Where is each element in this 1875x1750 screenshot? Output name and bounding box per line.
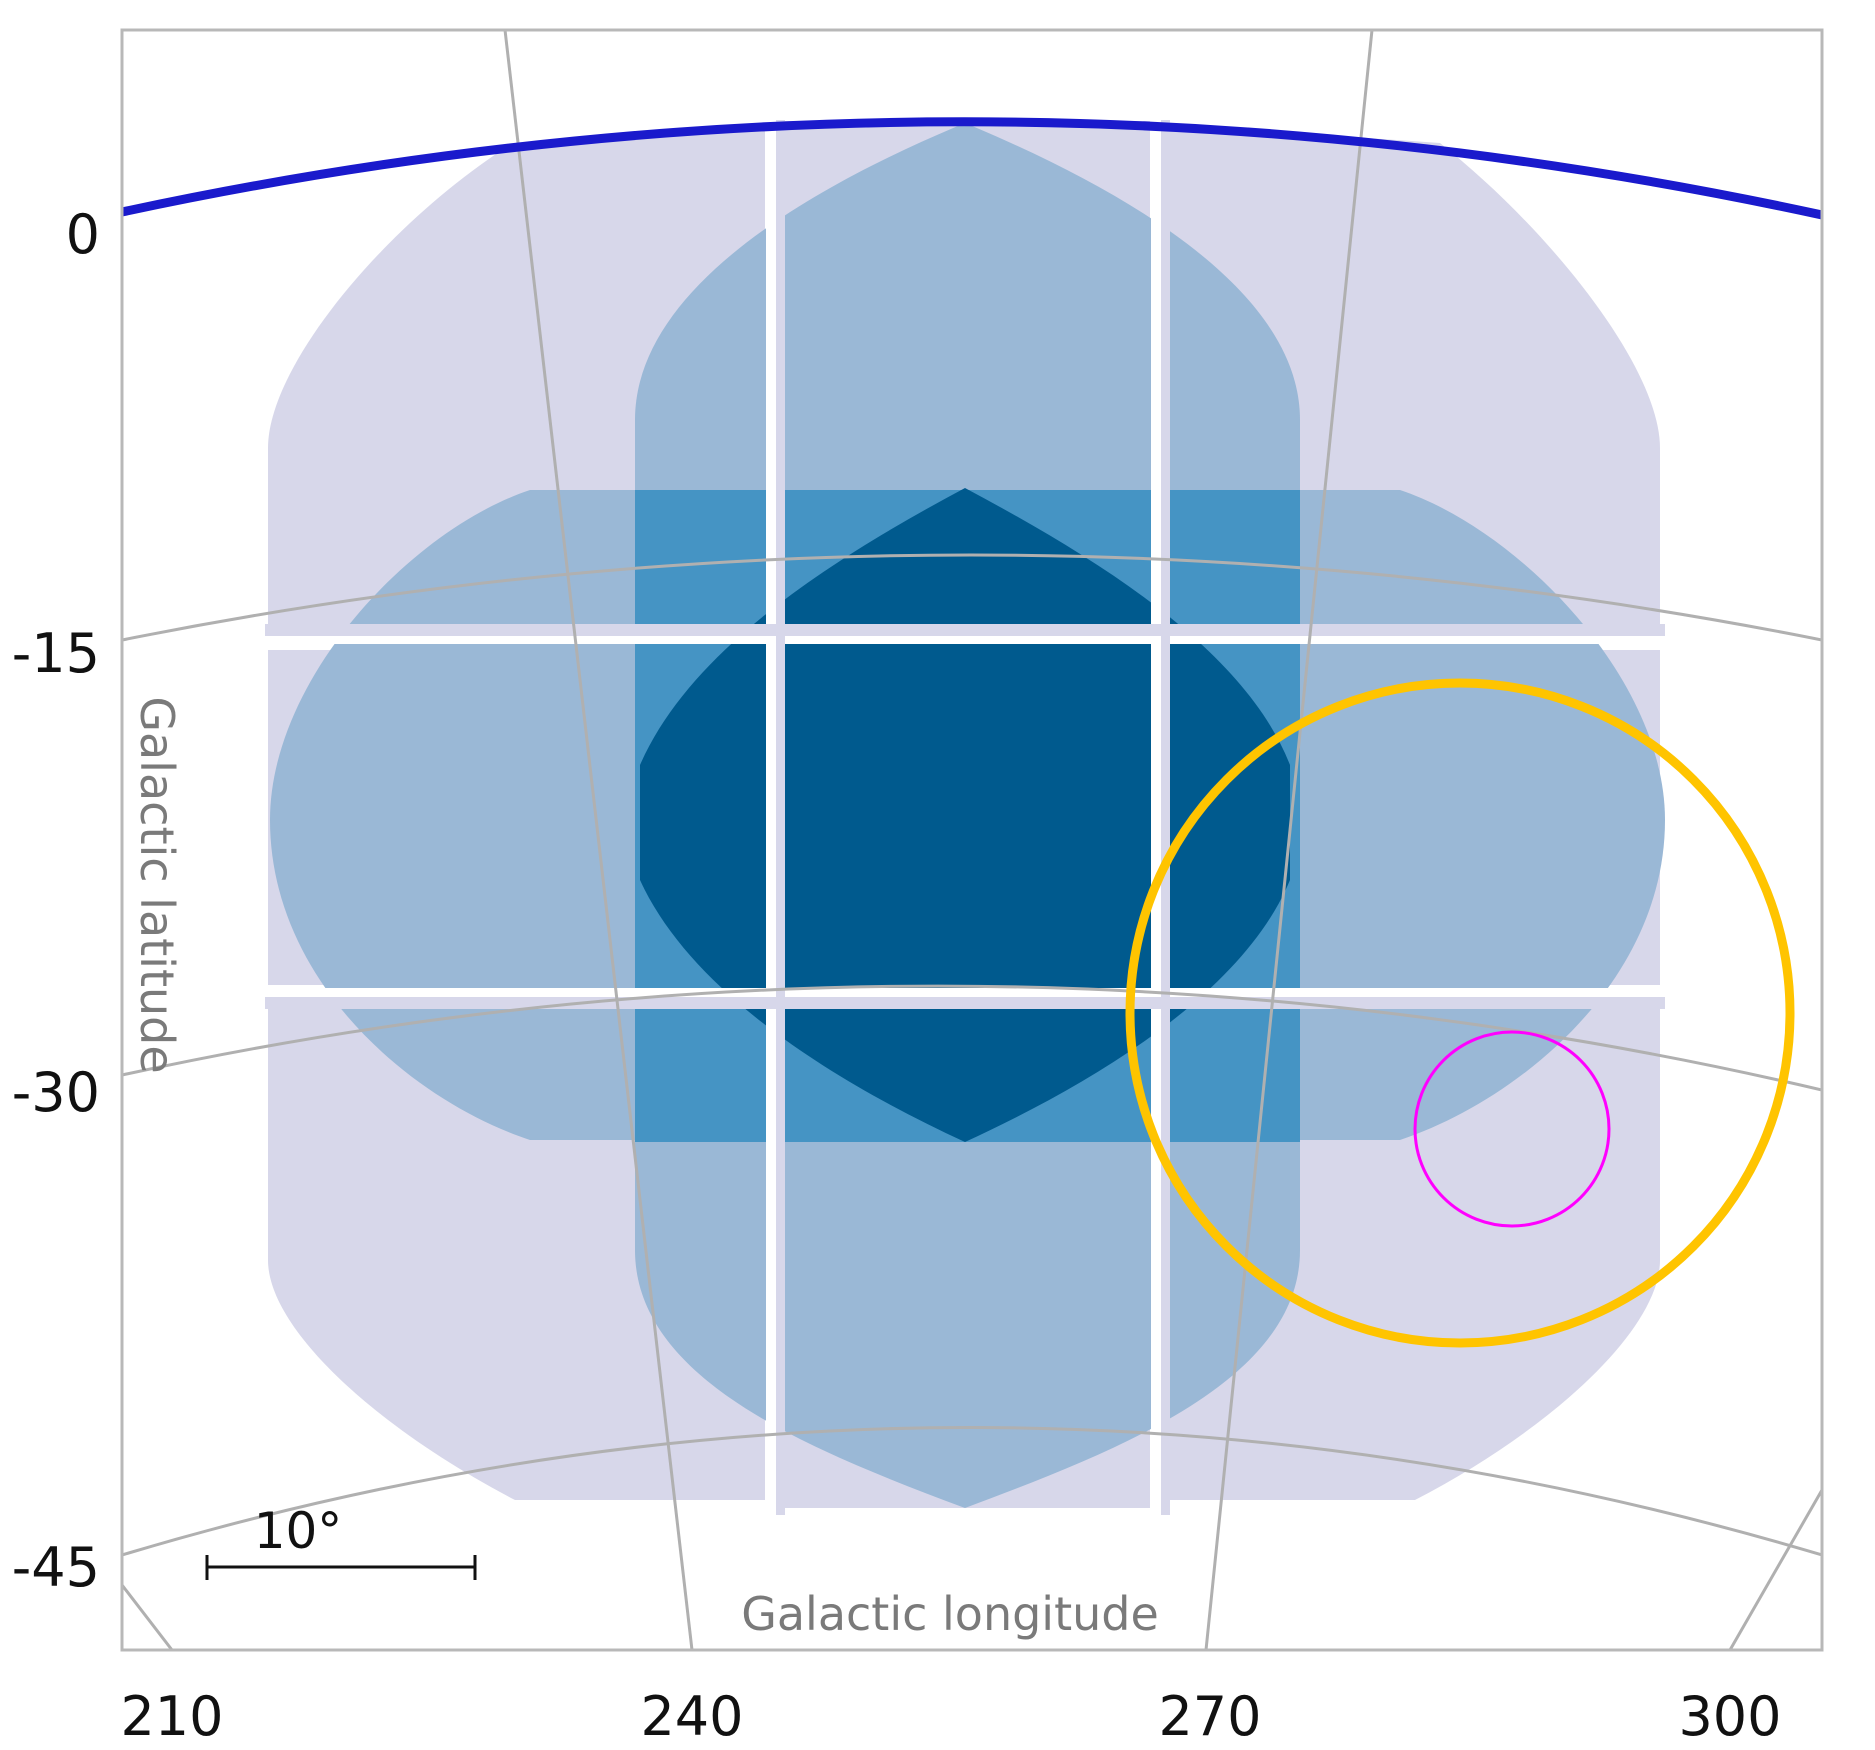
tile-gaps xyxy=(265,120,1665,1515)
x-tick-labels: 210 240 270 300 xyxy=(120,1685,1781,1748)
y-tick-label: -15 xyxy=(12,622,100,685)
tile-gap-horizontal-lower xyxy=(265,988,1665,997)
scale-bar-label: 10° xyxy=(254,1502,343,1560)
x-tick-label: 240 xyxy=(640,1685,743,1748)
small-region-circle xyxy=(1413,1030,1611,1228)
scale-bar xyxy=(205,1555,477,1580)
plot-frame xyxy=(120,28,1824,1652)
tile-gap-vertical-left xyxy=(766,120,777,1515)
x-tick-label: 300 xyxy=(1678,1685,1781,1748)
stripe-horizontal-upper xyxy=(265,624,1665,636)
grid-meridian-2 xyxy=(1204,30,1374,1650)
x-tick-label: 210 xyxy=(120,1685,223,1748)
grid-parallel-1 xyxy=(122,553,1822,642)
tile-gap-vertical-right xyxy=(1151,120,1162,1515)
y-tick-labels: 0 -15 -30 -45 xyxy=(12,203,100,1599)
y-tick-label: -30 xyxy=(12,1061,100,1124)
stripe-vertical-right xyxy=(1161,120,1170,1515)
x-tick-label: 270 xyxy=(1158,1685,1261,1748)
stripe-vertical-left xyxy=(776,120,785,1515)
coordinate-grid xyxy=(122,30,1822,1650)
large-region-circle xyxy=(1125,678,1795,1348)
y-tick-label: 0 xyxy=(66,203,100,266)
grid-parallel-2 xyxy=(122,984,1822,1092)
grid-meridian-3 xyxy=(1728,1489,1822,1650)
grid-meridian-1 xyxy=(503,30,694,1650)
tile-gap-horizontal-upper xyxy=(265,636,1665,644)
grid-parallel-3 xyxy=(122,1426,1822,1557)
stripe-horizontal-lower xyxy=(265,997,1665,1009)
grid-meridian-4 xyxy=(122,1584,174,1650)
galactic-plane-line xyxy=(122,117,1822,220)
x-axis-title: Galactic longitude xyxy=(741,1587,1159,1641)
y-axis-title: Galactic latitude xyxy=(130,696,184,1073)
y-tick-label: -45 xyxy=(12,1536,100,1599)
plot-area xyxy=(122,30,1822,1650)
